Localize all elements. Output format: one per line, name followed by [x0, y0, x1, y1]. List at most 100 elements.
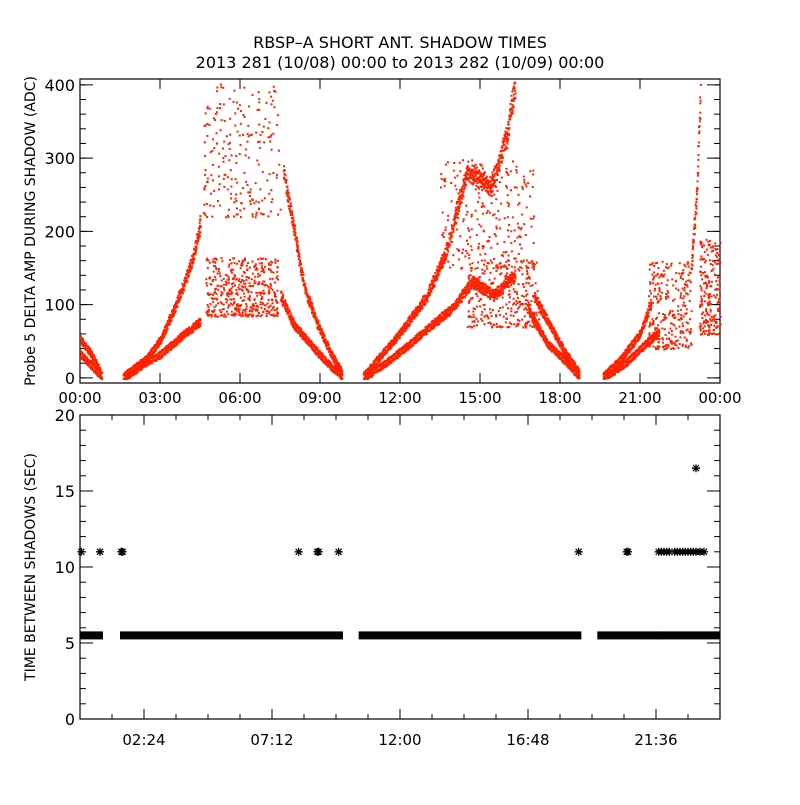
data-point: [296, 238, 298, 240]
data-point: [402, 333, 404, 335]
data-point: [476, 182, 478, 184]
data-point: [508, 124, 510, 126]
data-point: [82, 338, 84, 340]
data-point: [169, 323, 171, 325]
data-point: [473, 176, 475, 178]
data-point: [297, 249, 299, 251]
data-point: [98, 364, 100, 366]
data-point: [285, 182, 287, 184]
data-point: [515, 275, 517, 277]
data-point: [530, 309, 532, 311]
data-point: [199, 222, 201, 224]
data-point: [514, 273, 516, 275]
data-point: [286, 186, 288, 188]
data-point: [515, 278, 517, 280]
data-point: [504, 135, 506, 137]
data-point: [458, 305, 460, 307]
data-point: [317, 319, 319, 321]
y-tick-label: 400: [44, 76, 75, 95]
data-point: [461, 202, 463, 204]
data-point: [561, 341, 563, 343]
data-point: [200, 320, 202, 322]
data-point: [481, 189, 483, 191]
data-point: [498, 163, 500, 165]
y-tick-label: 0: [65, 369, 75, 388]
data-point: [197, 240, 199, 242]
data-point: [464, 181, 466, 183]
y-tick-label: 300: [44, 149, 75, 168]
data-point: [486, 176, 488, 178]
data-point: [461, 198, 463, 200]
data-point: [416, 314, 418, 316]
data-point: [101, 372, 103, 374]
data-point: [297, 240, 299, 242]
data-point: [453, 231, 455, 233]
data-point: [161, 341, 163, 343]
data-point: [455, 222, 457, 224]
data-point: [458, 210, 460, 212]
data-point: [483, 174, 485, 176]
data-point: [514, 97, 516, 99]
data-point: [497, 174, 499, 176]
data-point: [492, 190, 494, 192]
data-point: [317, 347, 319, 349]
data-point: [91, 352, 93, 354]
data-point: [546, 314, 548, 316]
data-point: [474, 166, 476, 168]
data-point: [514, 87, 516, 89]
data-point: [199, 324, 201, 326]
data-point: [461, 301, 463, 303]
data-point: [182, 292, 184, 294]
data-point: [162, 338, 164, 340]
data-point: [305, 288, 307, 290]
data-point: [299, 256, 301, 258]
data-point: [81, 352, 83, 354]
data-point: [192, 260, 194, 262]
data-point: [292, 214, 294, 216]
data-point: [399, 337, 401, 339]
data-point: [188, 275, 190, 277]
data-point: [511, 91, 513, 93]
data-point: [195, 252, 197, 254]
data-point: [193, 258, 195, 260]
x-tick-label: 15:00: [458, 389, 501, 407]
data-point: [167, 351, 169, 353]
data-point: [283, 165, 285, 167]
data-point: [289, 310, 291, 312]
data-point: [291, 211, 293, 213]
y-tick-label: 200: [44, 222, 75, 241]
data-point: [314, 314, 316, 316]
data-point: [101, 376, 103, 378]
data-point: [296, 237, 298, 239]
data-point: [163, 336, 165, 338]
data-point: [513, 100, 515, 102]
data-point: [300, 263, 302, 265]
data-point: [319, 324, 321, 326]
data-point: [511, 95, 513, 97]
data-point: [310, 298, 312, 300]
data-point: [506, 147, 508, 149]
data-point: [302, 271, 304, 273]
data-point: [514, 90, 516, 92]
data-point: [484, 171, 486, 173]
data-point: [293, 220, 295, 222]
data-point: [304, 283, 306, 285]
data-point: [288, 192, 290, 194]
x-tick-label: 12:00: [378, 389, 421, 407]
data-point: [420, 337, 422, 339]
data-point: [297, 248, 299, 250]
data-point: [139, 365, 141, 367]
data-point: [465, 184, 467, 186]
data-point: [534, 317, 536, 319]
data-point: [99, 367, 101, 369]
data-point: [476, 167, 478, 169]
data-point: [578, 377, 580, 379]
data-point: [411, 320, 413, 322]
data-point: [512, 113, 514, 115]
data-point: [287, 307, 289, 309]
data-point: [542, 330, 544, 332]
data-point: [288, 201, 290, 203]
data-point: [311, 302, 313, 304]
data-point: [556, 335, 558, 337]
